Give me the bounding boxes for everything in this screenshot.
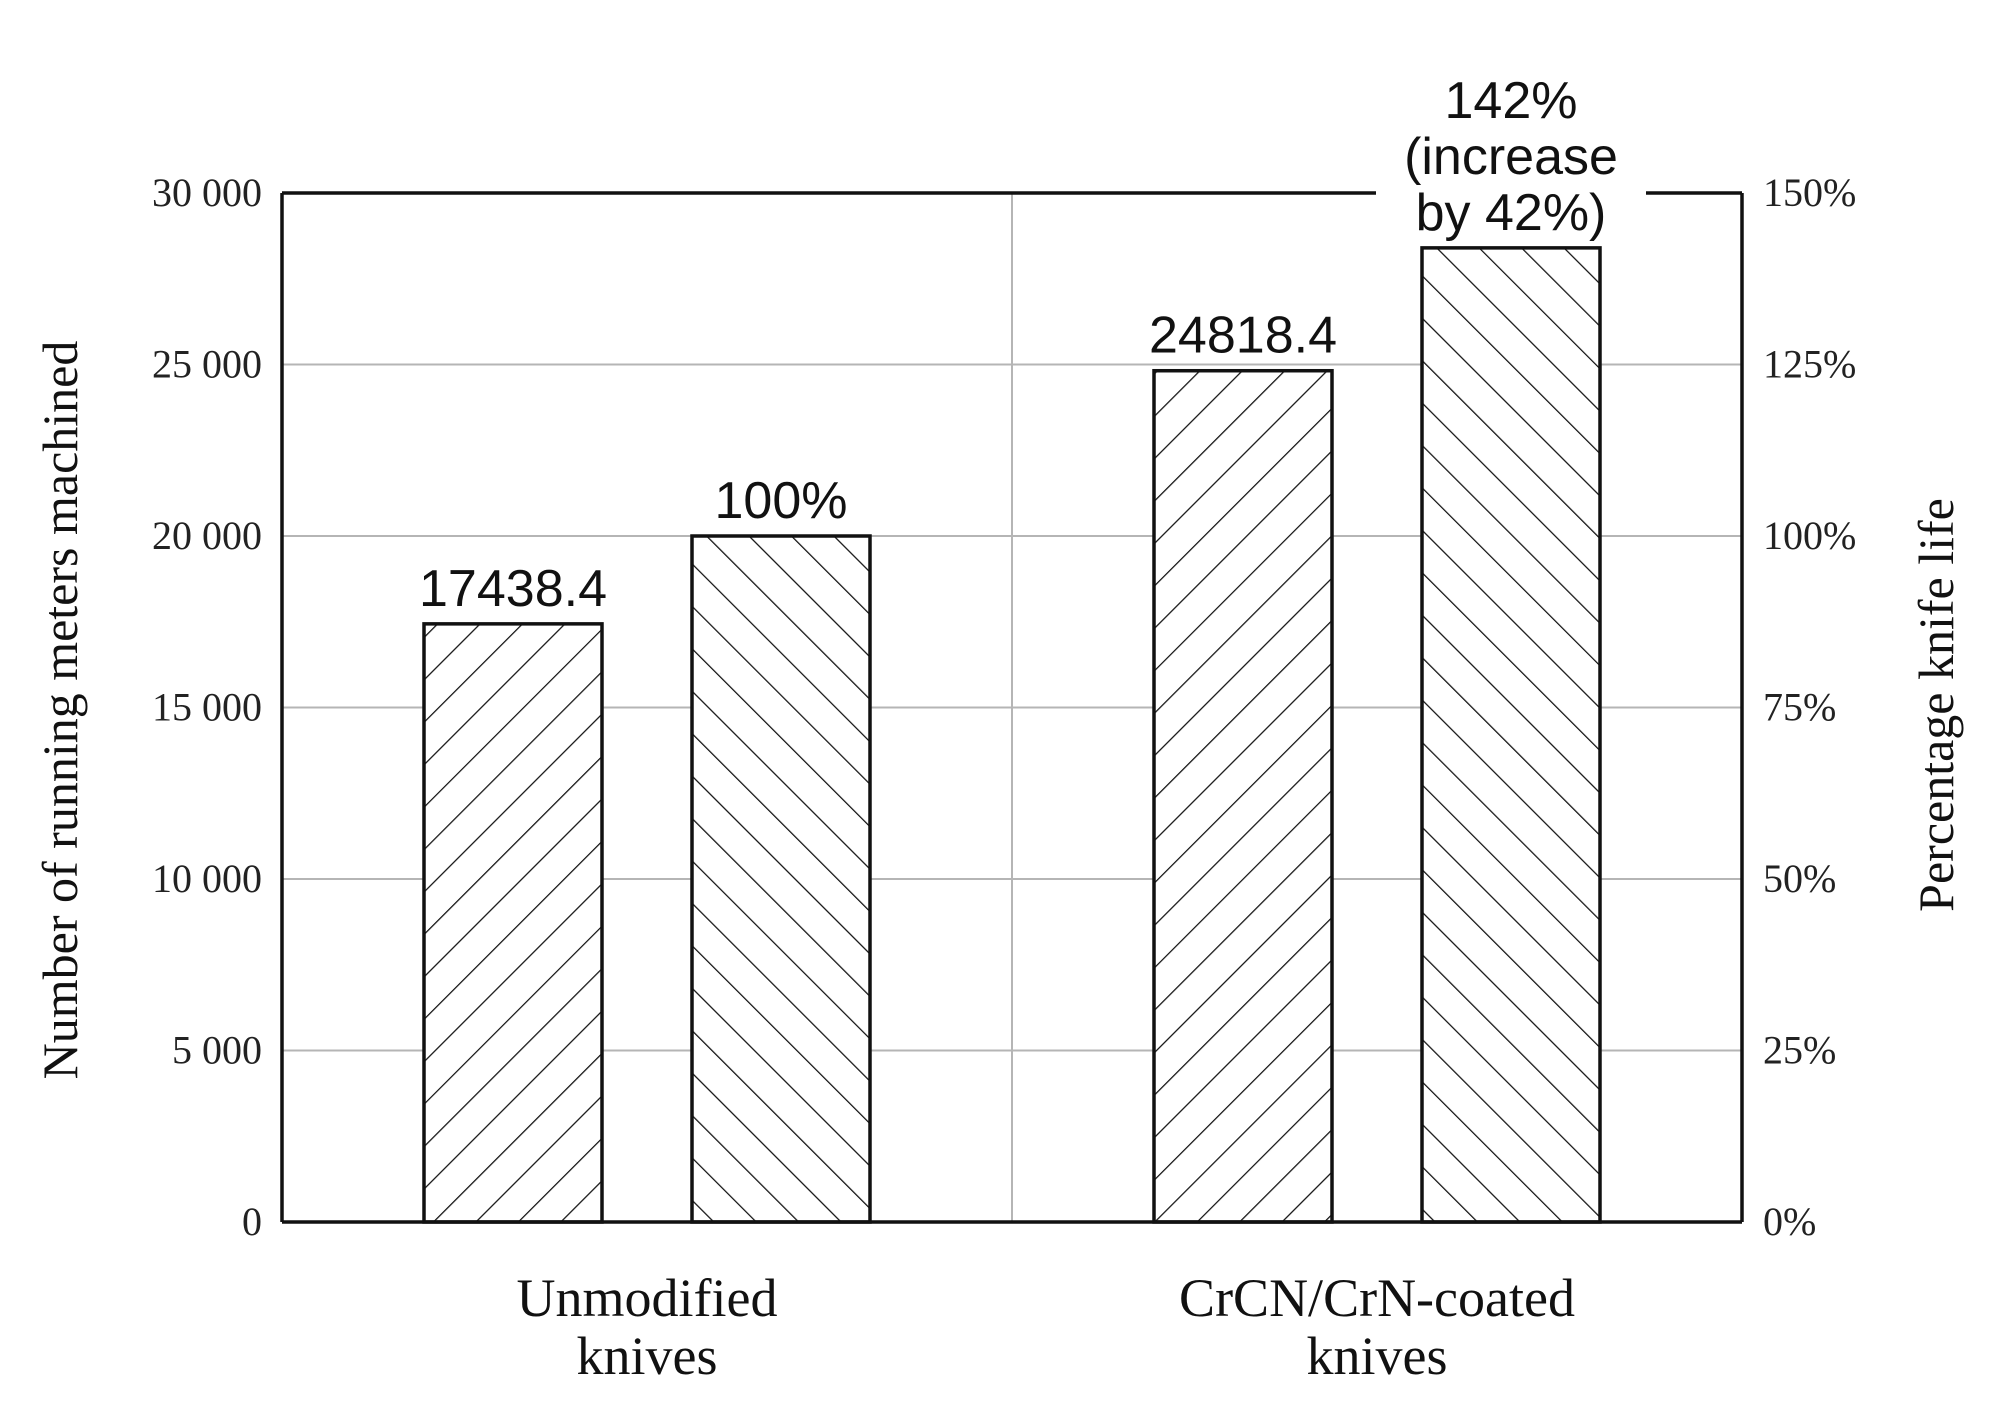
category-labels: Unmodified knives CrCN/CrN-coated knives <box>517 1268 1575 1386</box>
tick-labels: 0 0% 5 000 25% 10 000 50% 15 000 75% 20 000 100% 2… <box>152 170 1856 1244</box>
y-axis-title: Number of running meters machined <box>32 341 88 1080</box>
y-tick-label: 10 000 <box>152 856 262 901</box>
bar <box>1420 246 1602 1224</box>
y-tick-label: 20 000 <box>152 513 262 558</box>
category-label: CrCN/CrN-coated knives <box>1179 1268 1575 1386</box>
bars <box>422 246 1602 1224</box>
bar <box>690 534 872 1224</box>
bar <box>422 622 604 1224</box>
data-label: 24818.4 <box>1149 307 1337 365</box>
y-tick-label: 30 000 <box>152 170 262 215</box>
y-tick-label: 25 000 <box>152 342 262 387</box>
y2-tick-label: 50% <box>1763 856 1836 901</box>
data-label: 142% (increase by 42%) <box>1404 72 1618 242</box>
y2-axis-title: Percentage knife life <box>1908 498 1964 912</box>
plot-frame <box>280 191 1744 1224</box>
y2-tick-label: 100% <box>1763 513 1856 558</box>
y-tick-label: 0 <box>242 1199 262 1244</box>
bar <box>1152 368 1334 1224</box>
y2-tick-label: 125% <box>1763 342 1856 387</box>
y2-tick-label: 150% <box>1763 170 1856 215</box>
y-tick-label: 5 000 <box>172 1028 262 1073</box>
y2-tick-label: 25% <box>1763 1028 1836 1073</box>
y2-tick-label: 75% <box>1763 685 1836 730</box>
y2-tick-label: 0% <box>1763 1199 1816 1244</box>
data-label: 17438.4 <box>419 560 607 618</box>
category-label: Unmodified knives <box>517 1268 778 1386</box>
y-tick-label: 15 000 <box>152 685 262 730</box>
data-label: 100% <box>715 472 848 530</box>
data-labels: 17438.4 100% 24818.4 142% (increase by 42%) <box>419 72 1618 618</box>
